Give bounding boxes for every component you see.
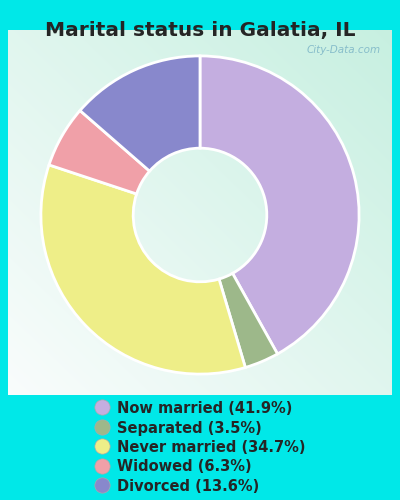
Wedge shape	[80, 56, 200, 171]
Text: Marital status in Galatia, IL: Marital status in Galatia, IL	[45, 21, 355, 40]
Wedge shape	[200, 56, 359, 354]
Wedge shape	[41, 165, 245, 374]
Legend: Now married (41.9%), Separated (3.5%), Never married (34.7%), Widowed (6.3%), Di: Now married (41.9%), Separated (3.5%), N…	[90, 397, 310, 498]
Wedge shape	[49, 110, 150, 194]
Text: City-Data.com: City-Data.com	[306, 45, 380, 55]
Wedge shape	[219, 274, 278, 368]
